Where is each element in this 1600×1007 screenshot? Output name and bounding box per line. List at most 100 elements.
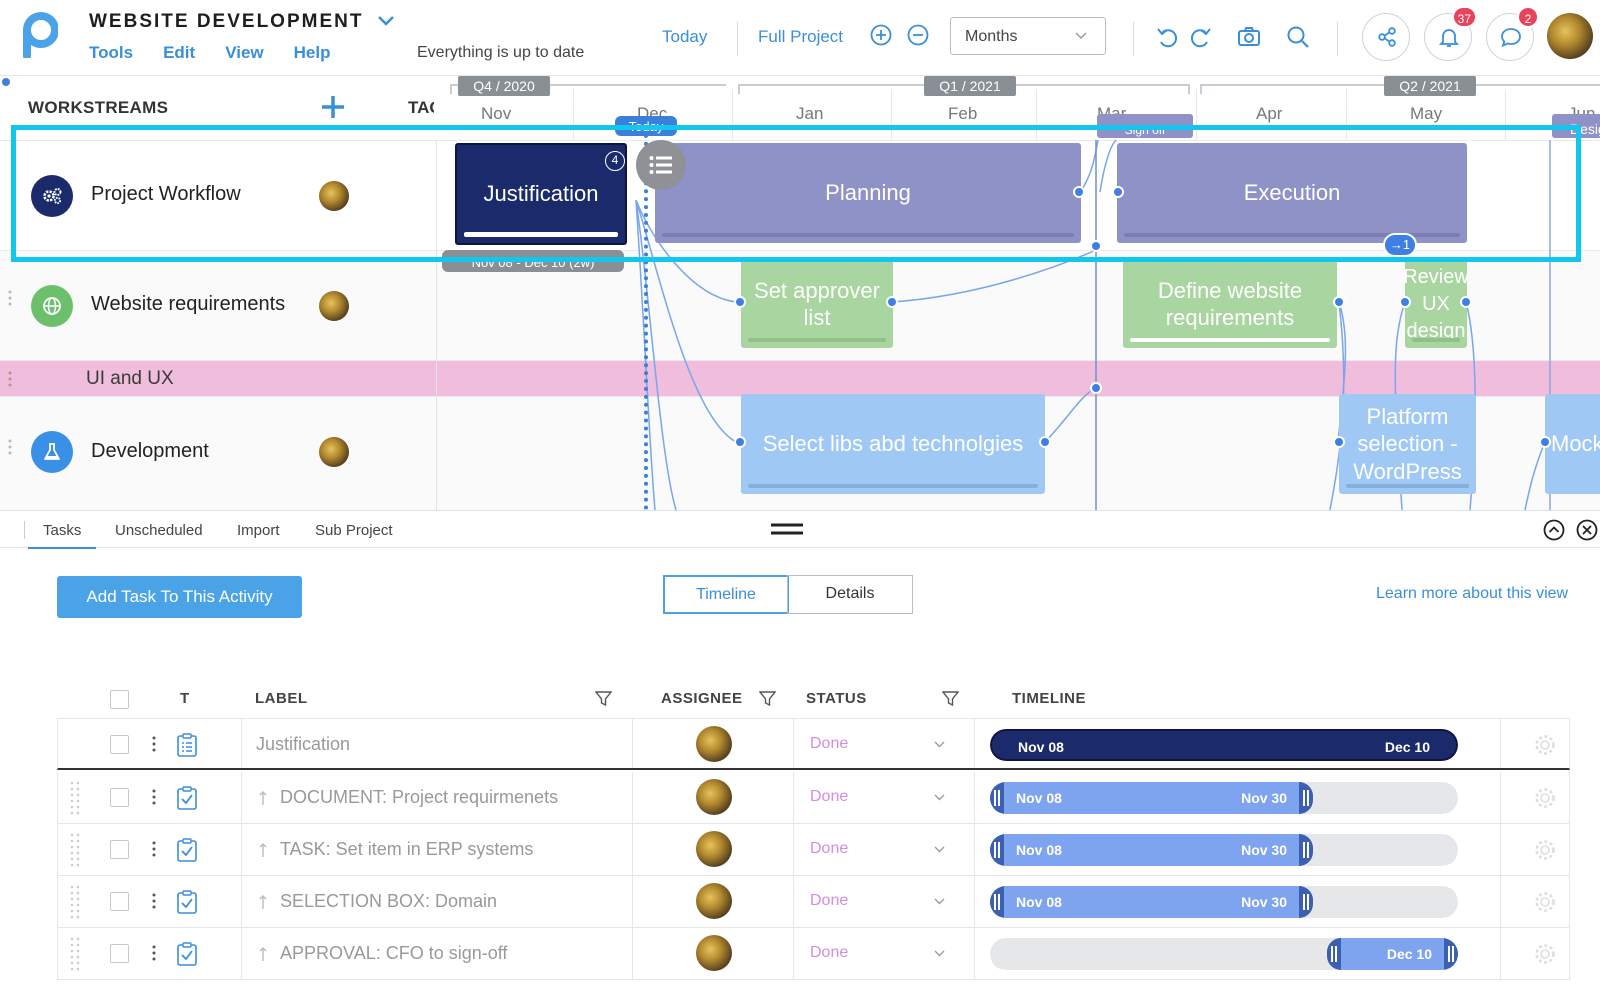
task-label[interactable]: TASK: Set item in ERP systems [280, 839, 534, 859]
connector-dot[interactable] [1039, 436, 1051, 448]
table-row[interactable]: DOCUMENT: Project requirmenets Done Nov 08… [57, 772, 1570, 824]
connector-dot[interactable] [1073, 186, 1085, 198]
more-options-icon[interactable] [152, 841, 156, 857]
more-options-icon[interactable] [152, 736, 156, 752]
activity-bar-define-requirements[interactable]: Define website requirements [1123, 260, 1337, 348]
column-status[interactable]: STATUS [806, 690, 867, 707]
connector-dot[interactable] [0, 76, 12, 88]
connector-dot[interactable] [1090, 240, 1102, 252]
learn-more-link[interactable]: Learn more about this view [1376, 585, 1569, 602]
timeline-track[interactable]: Nov 08 Nov 30 [990, 886, 1458, 918]
menu-view[interactable]: View [225, 43, 264, 62]
workstream-label[interactable]: Development [91, 440, 209, 462]
activity-bar-mockups[interactable]: Mockups [1545, 394, 1600, 494]
status-value[interactable]: Done [810, 944, 849, 961]
column-label[interactable]: LABEL [255, 690, 308, 707]
resize-handle[interactable] [990, 782, 1004, 814]
table-row[interactable]: SELECTION BOX: Domain Done Nov 08 Nov 30 [57, 876, 1570, 928]
assignee-avatar[interactable] [696, 779, 732, 815]
project-title[interactable]: WEBSITE DEVELOPMENT [89, 11, 364, 32]
column-assignee[interactable]: ASSIGNEE [661, 690, 743, 707]
menu-tools[interactable]: Tools [89, 43, 134, 62]
tab-unscheduled[interactable]: Unscheduled [115, 522, 203, 539]
connector-dot[interactable] [734, 296, 746, 308]
row-checkbox[interactable] [110, 840, 129, 859]
row-checkbox[interactable] [110, 944, 129, 963]
workstream-icon[interactable] [31, 285, 73, 327]
notifications-button[interactable]: 37 [1424, 6, 1477, 61]
drag-handle-icon[interactable] [68, 884, 82, 920]
gear-icon[interactable] [1533, 786, 1557, 810]
workstream-label[interactable]: Project Workflow [91, 183, 241, 205]
toggle-details[interactable]: Details [787, 575, 913, 614]
activity-bar-platform[interactable]: Platform selection - WordPress [1339, 394, 1476, 494]
resize-handle[interactable] [1327, 938, 1341, 970]
gear-icon[interactable] [1533, 890, 1557, 914]
resize-handle[interactable] [990, 886, 1004, 918]
drag-handle-icon[interactable] [68, 780, 82, 816]
drag-handle-icon[interactable] [8, 290, 12, 306]
table-row[interactable]: TASK: Set item in ERP systems Done Nov 08 N… [57, 824, 1570, 876]
drag-handle-icon[interactable] [68, 936, 82, 972]
menu-help[interactable]: Help [293, 43, 331, 62]
task-label[interactable]: APPROVAL: CFO to sign-off [280, 943, 508, 963]
search-icon[interactable] [1285, 24, 1311, 50]
assignee-avatar[interactable] [696, 831, 732, 867]
full-project-link[interactable]: Full Project [758, 27, 844, 46]
activity-bar-set-approver[interactable]: Set approver list [741, 260, 893, 348]
zoom-in-icon[interactable] [870, 24, 892, 46]
resize-handle[interactable] [1299, 886, 1313, 918]
chevron-down-icon[interactable] [934, 846, 945, 853]
connector-dot[interactable] [1399, 296, 1411, 308]
timeline-track[interactable]: Nov 08 Nov 30 [990, 834, 1458, 866]
resize-grip-icon[interactable] [771, 523, 803, 535]
dependency-badge[interactable]: →1 [1383, 233, 1417, 257]
tab-import[interactable]: Import [237, 522, 280, 539]
assignee-avatar[interactable] [696, 883, 732, 919]
connector-dot[interactable] [1112, 186, 1124, 198]
close-icon[interactable] [1576, 519, 1598, 541]
row-checkbox[interactable] [110, 735, 129, 754]
filter-icon[interactable] [595, 690, 612, 707]
collapse-icon[interactable] [1543, 519, 1565, 541]
connector-dot[interactable] [1333, 436, 1345, 448]
share-button[interactable] [1362, 13, 1410, 61]
app-logo[interactable] [20, 12, 58, 58]
user-avatar[interactable] [1547, 13, 1593, 59]
connector-dot[interactable] [1460, 296, 1472, 308]
resize-handle[interactable] [1444, 938, 1458, 970]
status-value[interactable]: Done [810, 735, 849, 752]
drag-handle-icon[interactable] [68, 832, 82, 868]
camera-icon[interactable] [1236, 24, 1262, 50]
gear-icon[interactable] [1533, 733, 1557, 757]
tab-tasks[interactable]: Tasks [28, 522, 97, 549]
workstream-icon[interactable] [31, 431, 73, 473]
filter-icon[interactable] [759, 690, 776, 707]
activity-bar-review-ux[interactable]: Review UX design [1405, 260, 1467, 348]
more-options-icon[interactable] [152, 945, 156, 961]
timeline-bar[interactable]: Nov 08 Nov 30 [990, 782, 1313, 814]
select-all-checkbox[interactable] [110, 690, 129, 709]
undo-icon[interactable] [1155, 24, 1181, 50]
connector-dot[interactable] [886, 296, 898, 308]
row-checkbox[interactable] [110, 788, 129, 807]
connector-dot[interactable] [1539, 436, 1551, 448]
redo-icon[interactable] [1187, 24, 1213, 50]
more-options-icon[interactable] [152, 789, 156, 805]
timeline-bar[interactable]: Nov 08 Dec 10 [990, 729, 1458, 761]
menu-edit[interactable]: Edit [163, 43, 196, 62]
workstream-owner-avatar[interactable] [319, 291, 349, 321]
toggle-timeline[interactable]: Timeline [663, 575, 789, 614]
status-value[interactable]: Done [810, 840, 849, 857]
timeline-track[interactable]: Nov 08 Dec 10 [990, 729, 1458, 761]
resize-handle[interactable] [990, 834, 1004, 866]
chevron-down-icon[interactable] [934, 898, 945, 905]
task-list-toggle[interactable] [636, 140, 686, 190]
today-link[interactable]: Today [662, 27, 708, 46]
task-label[interactable]: DOCUMENT: Project requirmenets [280, 787, 559, 807]
activity-bar-planning[interactable]: Planning [655, 143, 1081, 243]
task-label[interactable]: SELECTION BOX: Domain [280, 891, 498, 911]
assignee-avatar[interactable] [696, 726, 732, 762]
chevron-down-icon[interactable] [934, 794, 945, 801]
gear-icon[interactable] [1533, 838, 1557, 862]
